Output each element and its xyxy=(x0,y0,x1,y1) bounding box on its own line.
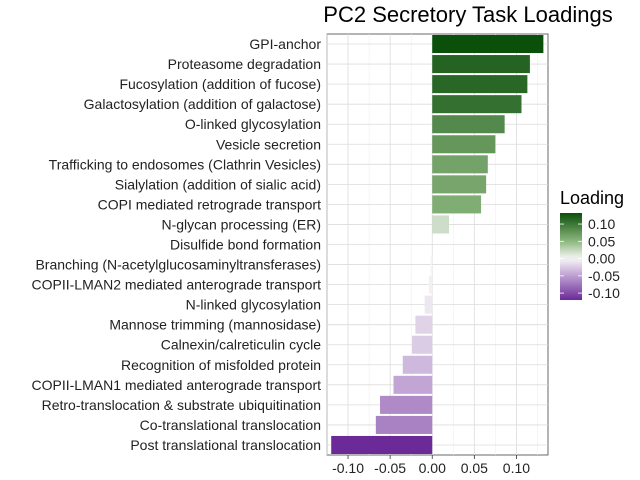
bar xyxy=(415,315,433,334)
x-tick-label: 0.10 xyxy=(503,460,530,476)
category-label: Recognition of misfolded protein xyxy=(121,357,321,373)
category-label: COPII-LMAN2 mediated anterograde transpo… xyxy=(32,277,322,293)
category-label: Co-translational translocation xyxy=(140,417,321,433)
bar xyxy=(432,35,544,54)
chart-title: PC2 Secretory Task Loadings xyxy=(323,2,612,27)
bar xyxy=(375,415,433,434)
legend-label: -0.05 xyxy=(588,268,620,284)
category-label: Post translational translocation xyxy=(130,437,321,453)
category-label: O-linked glycosylation xyxy=(185,116,321,132)
category-label: Proteasome degradation xyxy=(168,56,321,72)
bar xyxy=(430,255,433,274)
category-label: Galactosylation (addition of galactose) xyxy=(84,96,321,112)
bar xyxy=(432,55,530,74)
category-label: GPI-anchor xyxy=(249,36,321,52)
bar xyxy=(432,155,488,174)
legend: Loading 0.100.05 0.00-0.05-0.10 xyxy=(560,188,624,301)
bar xyxy=(331,435,433,454)
bar xyxy=(432,95,522,114)
x-axis-ticks: -0.10 -0.05 0.00 0.05 0.10 xyxy=(332,455,530,476)
legend-label: 0.05 xyxy=(588,233,615,249)
category-label: Calnexin/calreticulin cycle xyxy=(161,337,322,353)
category-label: Vesicle secretion xyxy=(216,136,321,152)
bar xyxy=(424,295,433,314)
legend-label: -0.10 xyxy=(588,285,620,301)
bar xyxy=(380,395,433,414)
category-label: COPII-LMAN1 mediated anterograde transpo… xyxy=(32,377,322,393)
category-label: Branching (N-acetylglucosaminyltransfera… xyxy=(35,257,321,273)
category-label: Trafficking to endosomes (Clathrin Vesic… xyxy=(49,156,321,172)
legend-colorbar xyxy=(560,213,582,300)
category-label: Sialylation (addition of sialic acid) xyxy=(115,176,321,192)
category-label: N-linked glycosylation xyxy=(186,297,321,313)
x-tick-label: -0.05 xyxy=(374,460,406,476)
bar xyxy=(432,195,482,214)
bar xyxy=(412,335,433,354)
legend-label: 0.10 xyxy=(588,216,615,232)
bar xyxy=(432,135,496,154)
bar xyxy=(432,215,450,234)
bar xyxy=(432,75,528,94)
category-labels: GPI-anchor Proteasome degradation Fucosyla… xyxy=(32,36,322,453)
x-tick-label: 0.05 xyxy=(461,460,488,476)
legend-title: Loading xyxy=(560,188,624,208)
category-label: Retro-translocation & substrate ubiquiti… xyxy=(42,397,321,413)
category-label: N-glycan processing (ER) xyxy=(162,216,322,232)
bar xyxy=(428,275,433,294)
legend-labels: 0.100.05 0.00-0.05-0.10 xyxy=(560,216,620,301)
category-label: Mannose trimming (mannosidase) xyxy=(109,317,321,333)
x-tick-label: -0.10 xyxy=(332,460,364,476)
bars-group xyxy=(331,35,544,454)
bar xyxy=(402,355,433,374)
bar xyxy=(432,115,505,134)
legend-label: 0.00 xyxy=(588,251,615,267)
category-label: Disulfide bond formation xyxy=(170,237,321,253)
bar xyxy=(393,375,433,394)
category-label: COPI mediated retrograde transport xyxy=(98,196,321,212)
x-tick-label: 0.00 xyxy=(419,460,446,476)
bar xyxy=(432,175,487,194)
category-label: Fucosylation (addition of fucose) xyxy=(119,76,321,92)
